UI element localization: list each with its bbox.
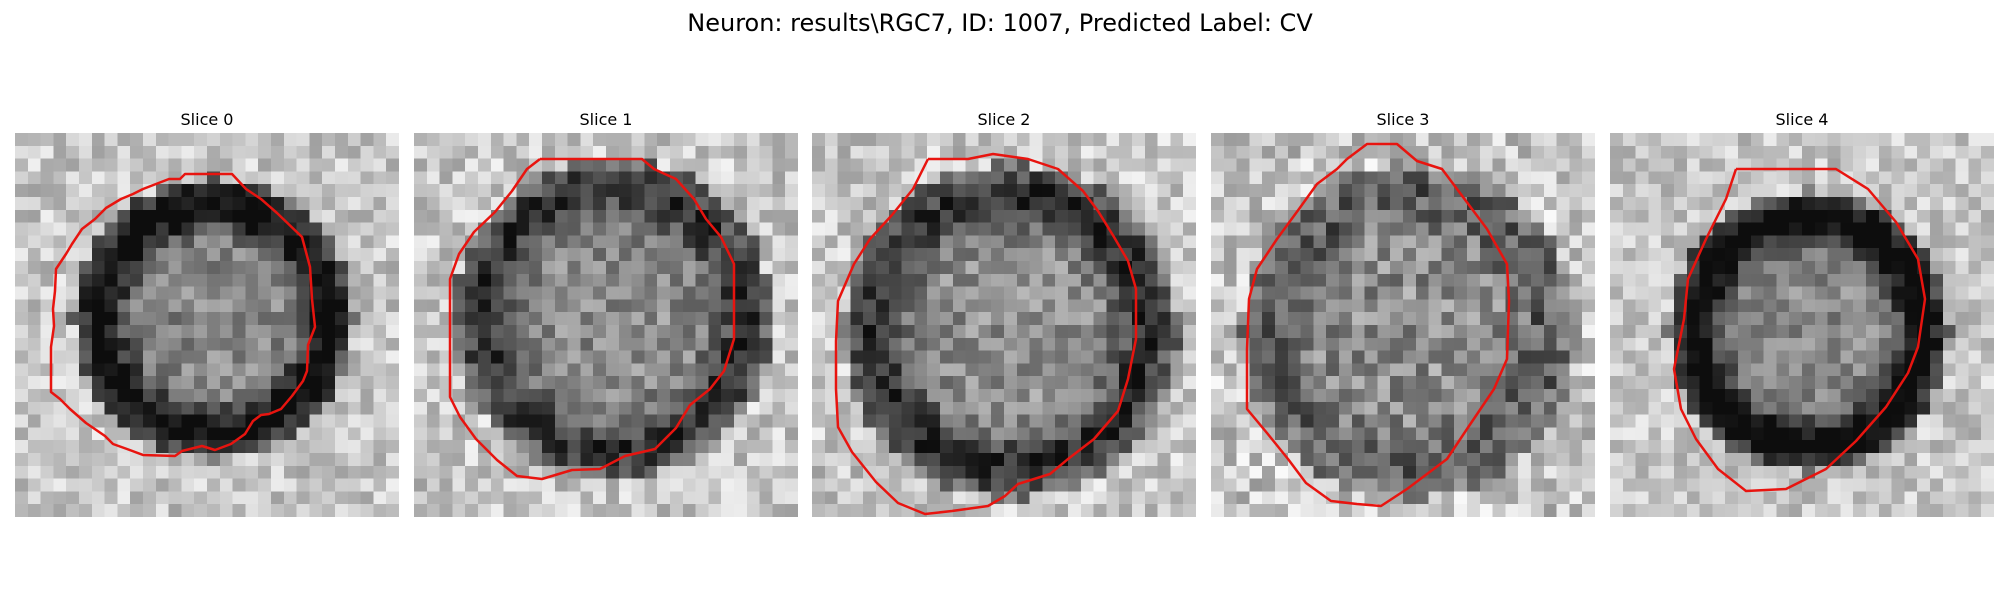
slice-panel-2: Slice 2: [812, 107, 1196, 517]
segmentation-contour-overlay: [834, 152, 1138, 516]
slice-image-frame: [15, 133, 399, 517]
figure-title: Neuron: results\RGC7, ID: 1007, Predicte…: [687, 9, 1313, 37]
segmentation-contour: [448, 157, 736, 481]
segmentation-contour: [834, 152, 1138, 516]
segmentation-contour: [1672, 167, 1927, 493]
segmentation-contour-overlay: [1245, 142, 1511, 508]
slice-title: Slice 1: [579, 110, 633, 129]
segmentation-contour: [1245, 142, 1511, 508]
grayscale-slice-image: [812, 133, 1196, 517]
segmentation-contour: [49, 172, 317, 458]
segmentation-contour-overlay: [1672, 167, 1927, 493]
slice-title: Slice 0: [180, 110, 234, 129]
grayscale-slice-image: [15, 133, 399, 517]
slice-image-frame: [1211, 133, 1595, 517]
slice-panel-1: Slice 1: [414, 107, 798, 517]
segmentation-contour-overlay: [448, 157, 736, 481]
slice-title: Slice 4: [1775, 110, 1829, 129]
slice-title: Slice 3: [1376, 110, 1430, 129]
slice-panel-0: Slice 0: [15, 107, 399, 517]
slice-panel-3: Slice 3: [1211, 107, 1595, 517]
slice-panel-4: Slice 4: [1610, 107, 1994, 517]
segmentation-contour-overlay: [49, 172, 317, 458]
grayscale-slice-image: [1211, 133, 1595, 517]
slice-image-frame: [414, 133, 798, 517]
slice-image-frame: [1610, 133, 1994, 517]
slice-image-frame: [812, 133, 1196, 517]
grayscale-slice-image: [1610, 133, 1994, 517]
slice-title: Slice 2: [977, 110, 1031, 129]
